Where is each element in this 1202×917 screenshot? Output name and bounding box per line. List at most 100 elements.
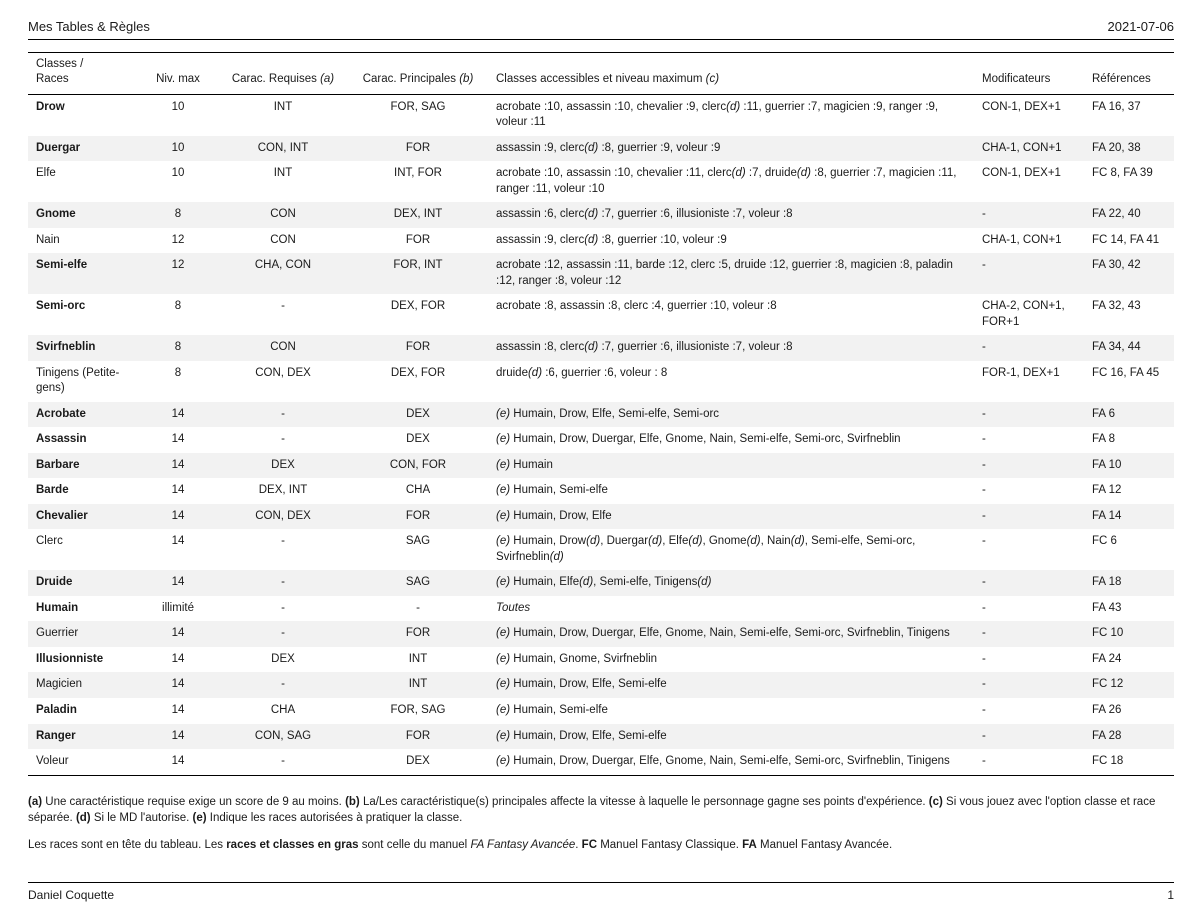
table-row: Nain12CONFORassassin :9, clerc(d) :8, gu… [28,228,1174,254]
cell-mod: FOR-1, DEX+1 [974,361,1084,402]
header-date: 2021-07-06 [1108,18,1175,36]
cell-mod: - [974,570,1084,596]
cell-niv: 14 [138,724,218,750]
cell-ref: FA 28 [1084,724,1174,750]
table-row: Humainillimité--Toutes-FA 43 [28,596,1174,622]
cell-race: Druide [28,570,138,596]
cell-ref: FA 16, 37 [1084,94,1174,136]
th-races: Classes / Races [28,52,138,94]
cell-niv: 8 [138,335,218,361]
cell-prin: CHA [348,478,488,504]
cell-req: - [218,672,348,698]
races-classes-table: Classes / Races Niv. max Carac. Requises… [28,52,1174,775]
cell-req: CON, DEX [218,361,348,402]
cell-ref: FA 26 [1084,698,1174,724]
cell-prin: DEX [348,749,488,775]
cell-prin: CON, FOR [348,453,488,479]
cell-acc: (e) Humain, Drow, Duergar, Elfe, Gnome, … [488,621,974,647]
table-row: Magicien14-INT(e) Humain, Drow, Elfe, Se… [28,672,1174,698]
cell-niv: illimité [138,596,218,622]
cell-ref: FC 16, FA 45 [1084,361,1174,402]
cell-race: Duergar [28,136,138,162]
cell-req: - [218,402,348,428]
header-title: Mes Tables & Règles [28,18,150,36]
cell-prin: FOR [348,136,488,162]
th-req: Carac. Requises (a) [218,52,348,94]
cell-mod: - [974,453,1084,479]
cell-acc: acrobate :10, assassin :10, chevalier :1… [488,161,974,202]
footer-author: Daniel Coquette [28,887,114,903]
cell-req: CHA [218,698,348,724]
footnote-a-e: (a) Une caractéristique requise exige un… [28,794,1174,827]
table-row: Gnome8CONDEX, INTassassin :6, clerc(d) :… [28,202,1174,228]
th-ref: Références [1084,52,1174,94]
cell-req: - [218,749,348,775]
cell-mod: CON-1, DEX+1 [974,94,1084,136]
cell-acc: Toutes [488,596,974,622]
table-row: Paladin14CHAFOR, SAG(e) Humain, Semi-elf… [28,698,1174,724]
cell-race: Chevalier [28,504,138,530]
cell-niv: 14 [138,529,218,570]
cell-prin: DEX [348,427,488,453]
table-row: Guerrier14-FOR(e) Humain, Drow, Duergar,… [28,621,1174,647]
cell-mod: - [974,202,1084,228]
cell-req: - [218,621,348,647]
table-row: Duergar10CON, INTFORassassin :9, clerc(d… [28,136,1174,162]
cell-acc: (e) Humain, Drow, Duergar, Elfe, Gnome, … [488,749,974,775]
cell-ref: FA 30, 42 [1084,253,1174,294]
cell-prin: SAG [348,570,488,596]
table-body: Drow10INTFOR, SAGacrobate :10, assassin … [28,94,1174,774]
cell-race: Barde [28,478,138,504]
cell-prin: INT [348,647,488,673]
cell-niv: 14 [138,621,218,647]
cell-race: Voleur [28,749,138,775]
cell-mod: - [974,427,1084,453]
table-row: Acrobate14-DEX(e) Humain, Drow, Elfe, Se… [28,402,1174,428]
cell-acc: acrobate :12, assassin :11, barde :12, c… [488,253,974,294]
cell-niv: 8 [138,202,218,228]
table-row: Semi-orc8-DEX, FORacrobate :8, assassin … [28,294,1174,335]
cell-race: Tinigens (Petite-gens) [28,361,138,402]
table-bottom-rule [28,775,1174,776]
cell-req: - [218,294,348,335]
table-row: Drow10INTFOR, SAGacrobate :10, assassin … [28,94,1174,136]
cell-prin: DEX, FOR [348,294,488,335]
cell-niv: 14 [138,402,218,428]
cell-race: Semi-elfe [28,253,138,294]
cell-req: INT [218,161,348,202]
footnotes: (a) Une caractéristique requise exige un… [28,794,1174,854]
cell-ref: FA 43 [1084,596,1174,622]
cell-ref: FC 6 [1084,529,1174,570]
cell-mod: CON-1, DEX+1 [974,161,1084,202]
cell-acc: (e) Humain, Drow, Elfe, Semi-elfe [488,672,974,698]
cell-niv: 12 [138,228,218,254]
table-row: Svirfneblin8CONFORassassin :8, clerc(d) … [28,335,1174,361]
page-header: Mes Tables & Règles 2021-07-06 [28,18,1174,40]
cell-acc: assassin :6, clerc(d) :7, guerrier :6, i… [488,202,974,228]
cell-ref: FC 8, FA 39 [1084,161,1174,202]
th-prin: Carac. Principales (b) [348,52,488,94]
cell-acc: acrobate :8, assassin :8, clerc :4, guer… [488,294,974,335]
cell-req: CHA, CON [218,253,348,294]
cell-prin: FOR, INT [348,253,488,294]
cell-race: Magicien [28,672,138,698]
cell-ref: FA 18 [1084,570,1174,596]
cell-req: CON, SAG [218,724,348,750]
cell-acc: druide(d) :6, guerrier :6, voleur : 8 [488,361,974,402]
cell-ref: FA 20, 38 [1084,136,1174,162]
cell-race: Illusionniste [28,647,138,673]
cell-mod: - [974,647,1084,673]
cell-mod: - [974,724,1084,750]
cell-niv: 8 [138,361,218,402]
cell-acc: acrobate :10, assassin :10, chevalier :9… [488,94,974,136]
cell-mod: - [974,621,1084,647]
cell-niv: 10 [138,161,218,202]
cell-acc: (e) Humain, Drow, Elfe, Semi-elfe, Semi-… [488,402,974,428]
footer-page: 1 [1167,887,1174,903]
cell-mod: - [974,596,1084,622]
cell-race: Nain [28,228,138,254]
cell-prin: FOR, SAG [348,94,488,136]
table-row: Semi-elfe12CHA, CONFOR, INTacrobate :12,… [28,253,1174,294]
cell-acc: (e) Humain, Drow(d), Duergar(d), Elfe(d)… [488,529,974,570]
cell-req: - [218,596,348,622]
